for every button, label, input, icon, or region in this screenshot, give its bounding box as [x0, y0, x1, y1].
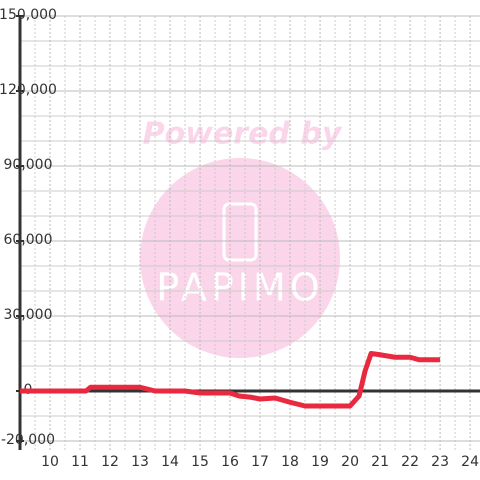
- x-tick-label: 10: [41, 454, 59, 470]
- x-tick-label: 23: [431, 454, 449, 470]
- x-tick-label: 19: [311, 454, 329, 470]
- y-tick-label: -20,000: [1, 432, 55, 448]
- y-tick-label: 60,000: [4, 232, 53, 248]
- data-line: [20, 351, 441, 409]
- y-tick-label: 30,000: [4, 307, 53, 323]
- y-tick-label: 150,000: [0, 7, 57, 23]
- y-tick-label: 120,000: [0, 82, 57, 98]
- x-tick-label: 11: [71, 454, 89, 470]
- x-tick-label: 15: [191, 454, 209, 470]
- x-tick-label: 22: [401, 454, 419, 470]
- x-tick-label: 17: [251, 454, 269, 470]
- x-tick-label: 14: [161, 454, 179, 470]
- x-tick-label: 21: [371, 454, 389, 470]
- y-tick-label: 90,000: [4, 157, 53, 173]
- x-tick-label: 20: [341, 454, 359, 470]
- watermark-logo: PAPIMO: [156, 266, 323, 310]
- x-tick-label: 13: [131, 454, 149, 470]
- x-tick-label: 18: [281, 454, 299, 470]
- x-tick-label: 12: [101, 454, 119, 470]
- x-tick-label: 16: [221, 454, 239, 470]
- x-tick-label: 24: [461, 454, 479, 470]
- watermark-text: Powered by: [143, 117, 343, 152]
- watermark-icon: [222, 202, 258, 262]
